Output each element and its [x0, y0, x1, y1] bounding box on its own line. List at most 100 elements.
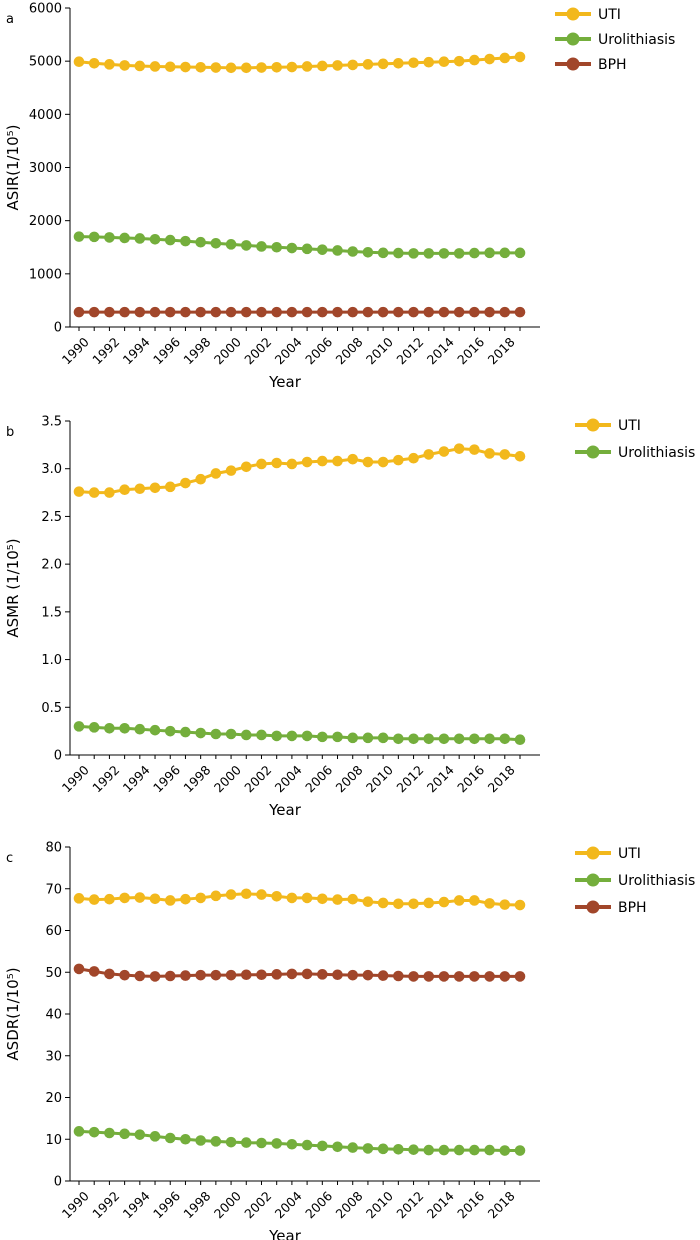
- x-tick-label: 1996: [150, 1188, 183, 1221]
- legend-label: UTI: [598, 7, 621, 23]
- y-tick-label: 2.5: [41, 510, 62, 525]
- data-point: [438, 896, 450, 908]
- data-point: [256, 889, 267, 900]
- data-point: [453, 306, 465, 318]
- x-tick-label: 2006: [302, 762, 335, 795]
- series-uti: [73, 888, 526, 911]
- data-point: [393, 733, 404, 745]
- data-point: [180, 306, 191, 318]
- x-tick-label: 2010: [363, 334, 396, 367]
- data-point: [377, 897, 389, 909]
- data-point: [149, 1131, 161, 1142]
- data-point: [195, 236, 206, 248]
- data-point: [301, 730, 313, 742]
- x-tick-label: 2006: [302, 1188, 335, 1221]
- data-point: [88, 894, 100, 905]
- data-point: [240, 888, 252, 900]
- x-tick-label: 1992: [89, 1188, 122, 1221]
- data-point: [332, 306, 343, 318]
- data-point: [210, 306, 222, 318]
- data-point: [484, 1144, 495, 1156]
- data-point: [73, 963, 85, 975]
- data-point: [134, 483, 146, 495]
- x-axis-title: Year: [268, 1227, 302, 1240]
- x-tick-label: 2012: [393, 334, 426, 367]
- data-point: [119, 232, 130, 244]
- data-point: [347, 59, 359, 71]
- data-point: [225, 889, 237, 900]
- legend-marker: [586, 846, 600, 860]
- data-point: [256, 458, 267, 470]
- data-point: [469, 733, 480, 745]
- data-point: [104, 306, 115, 318]
- data-point: [484, 448, 495, 459]
- chart-panel-b: b 0 0.5 1.0 1.5 2.0 2.5 3.0 3.5 19901992199419961…: [4, 415, 695, 820]
- data-point: [104, 232, 115, 243]
- data-point: [149, 306, 161, 318]
- x-tick-label: 1994: [120, 762, 153, 795]
- y-tick-label: 70: [45, 882, 62, 897]
- data-point: [469, 971, 480, 982]
- data-point: [317, 969, 328, 980]
- data-point: [484, 247, 495, 259]
- data-point: [240, 62, 252, 74]
- x-tick-label: 2010: [363, 1188, 396, 1221]
- data-point: [88, 722, 100, 733]
- y-tick-label: 50: [45, 966, 62, 981]
- y-tick-label: 0.5: [41, 701, 62, 716]
- x-tick-label: 2000: [211, 762, 244, 795]
- legend-marker: [586, 900, 600, 914]
- x-tick-label: 1994: [120, 1188, 153, 1221]
- panel-letter: c: [6, 851, 13, 866]
- data-point: [286, 968, 298, 980]
- data-point: [514, 51, 526, 63]
- x-tick-label: 2010: [363, 762, 396, 795]
- data-point: [499, 449, 511, 460]
- data-point: [286, 306, 298, 318]
- data-point: [271, 969, 282, 980]
- data-point: [88, 57, 100, 69]
- data-point: [499, 247, 511, 259]
- data-point: [180, 1133, 191, 1145]
- data-point: [195, 1135, 206, 1146]
- data-point: [514, 734, 526, 746]
- data-point: [347, 1142, 359, 1153]
- legend-entry-bph: BPH: [575, 900, 647, 916]
- x-tick-label: 2008: [333, 1188, 366, 1221]
- data-point: [438, 1144, 450, 1156]
- data-point: [377, 247, 389, 259]
- chart-panel-a: a010002000300040005000600019901992199419…: [4, 2, 675, 392]
- data-point: [271, 241, 282, 253]
- data-point: [514, 971, 526, 982]
- data-point: [164, 61, 176, 73]
- x-tick-label: 2006: [302, 334, 335, 367]
- data-point: [514, 247, 526, 259]
- x-tick-label: 2002: [241, 334, 274, 367]
- y-tick-label: 2000: [29, 214, 62, 229]
- data-point: [195, 727, 206, 739]
- x-tick-label: 1996: [150, 334, 183, 367]
- data-point: [438, 733, 450, 745]
- panel-letter: b: [6, 425, 14, 440]
- y-tick-label: 30: [45, 1049, 62, 1064]
- data-point: [453, 55, 465, 67]
- x-tick-label: 2004: [272, 762, 305, 795]
- data-point: [514, 306, 526, 318]
- data-point: [134, 723, 146, 735]
- data-point: [180, 61, 191, 73]
- data-point: [347, 453, 359, 465]
- x-tick-label: 2014: [424, 334, 457, 367]
- data-point: [453, 895, 465, 906]
- y-tick-label: 1.0: [41, 653, 62, 668]
- data-point: [271, 1138, 282, 1149]
- x-tick-label: 2004: [272, 1188, 305, 1221]
- data-point: [225, 239, 237, 250]
- data-point: [347, 732, 359, 744]
- x-tick-label: 1990: [59, 1188, 92, 1221]
- data-point: [88, 487, 100, 498]
- data-point: [332, 60, 343, 71]
- data-point: [484, 971, 495, 982]
- data-point: [362, 896, 374, 907]
- data-point: [286, 892, 298, 904]
